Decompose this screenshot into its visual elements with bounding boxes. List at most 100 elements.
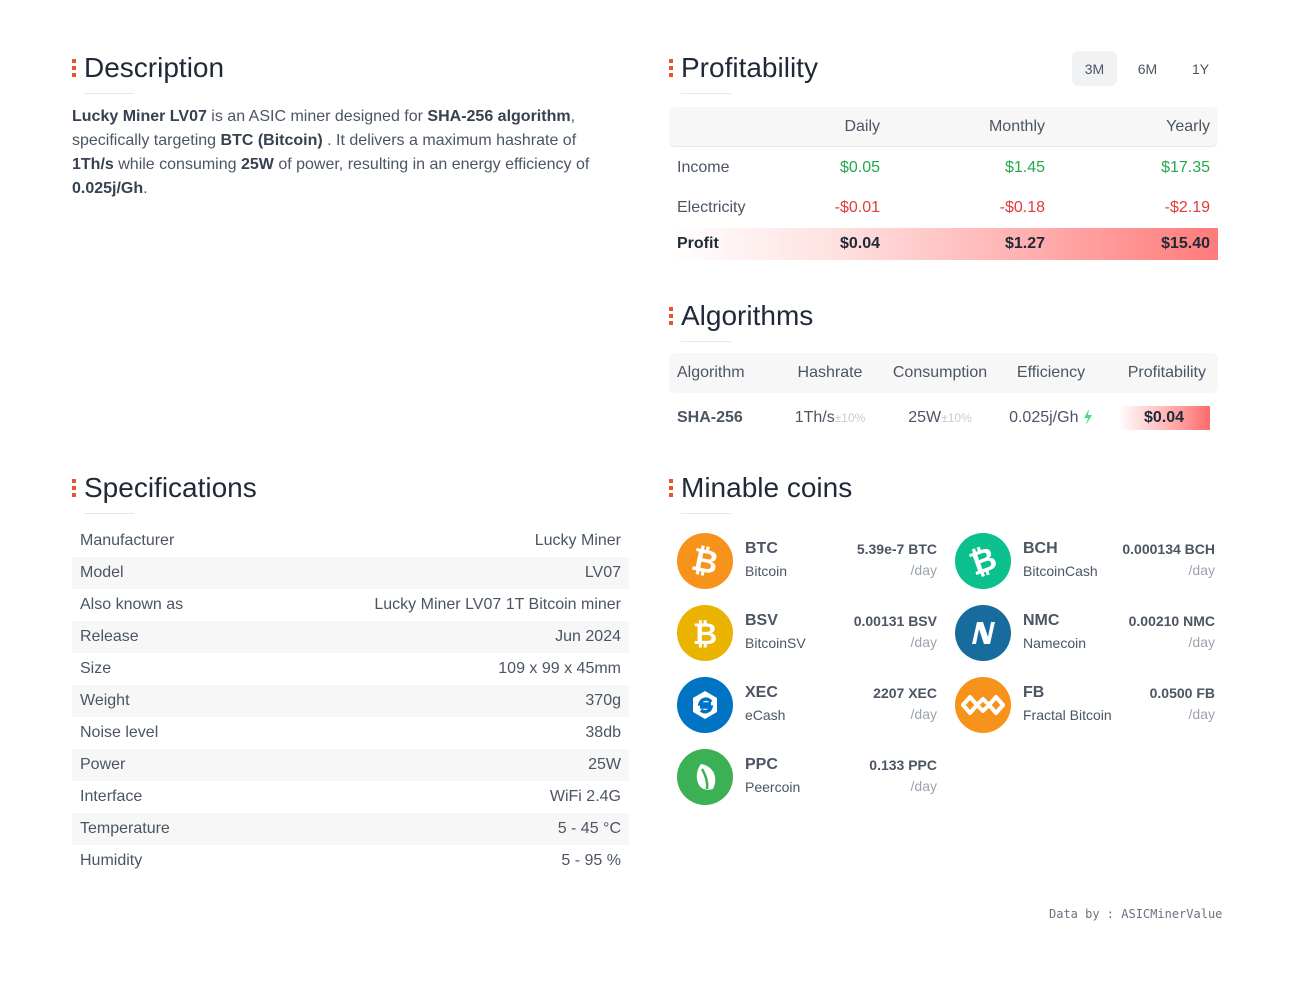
coin-card-bch[interactable]: ₿ BCH BitcoinCash 0.000134 BCH /day [947, 533, 1215, 593]
algorithm-efficiency: 0.025j/Gh [1001, 409, 1101, 427]
coin-symbol: BSV [745, 612, 778, 629]
algorithm-row: SHA-256 1Th/s±10% 25W±10% 0.025j/Gh $0.0… [669, 393, 1218, 443]
hashrate-value: 1Th/s [72, 156, 114, 173]
coin-name: Peercoin [745, 779, 801, 795]
svg-text:₿: ₿ [693, 617, 717, 652]
data-source-credit[interactable]: Data by : ASICMinerValue [1049, 907, 1223, 921]
spec-label: Size [80, 660, 112, 677]
electricity-row: Electricity -$0.01 -$0.18 -$2.19 [669, 188, 1218, 228]
section-marker-icon [669, 59, 673, 77]
spec-value: Lucky Miner [534, 532, 621, 549]
profitability-heading: Profitability [669, 52, 818, 94]
header-monthly: Monthly [988, 117, 1045, 135]
hashrate-tolerance: ±10% [834, 411, 866, 425]
profitability-value: $0.04 [1118, 406, 1210, 430]
coin-amount: 0.0500 FB [1149, 685, 1215, 701]
consumption-value: 25W [908, 409, 942, 426]
header-yearly: Yearly [1166, 117, 1210, 135]
section-marker-icon [669, 307, 673, 325]
coin-amount: 2207 XEC [873, 685, 937, 701]
coin-name: Bitcoin [745, 563, 788, 579]
coin-per-day: /day [1188, 634, 1215, 650]
spec-label: Interface [80, 788, 143, 805]
header-hashrate: Hashrate [797, 364, 863, 381]
period-1y-button[interactable]: 1Y [1191, 60, 1210, 77]
model-name: Lucky Miner LV07 [72, 108, 207, 125]
coin-card-bsv[interactable]: ₿ BSV BitcoinSV 0.00131 BSV /day [669, 605, 937, 665]
spec-value: WiFi 2.4G [549, 788, 621, 805]
algorithm-name[interactable]: SHA-256 [677, 409, 743, 426]
spec-label: Release [80, 628, 139, 645]
spec-label: Manufacturer [80, 532, 175, 549]
coin-symbol: BTC [745, 540, 778, 557]
spec-row: Size 109 x 99 x 45mm [72, 653, 629, 685]
income-label: Income [677, 158, 730, 176]
bitcoincash-icon: ₿ [955, 533, 1011, 589]
income-daily: $0.05 [839, 158, 880, 176]
coin-card-nmc[interactable]: NMC Namecoin 0.00210 NMC /day [947, 605, 1215, 665]
consumption-tolerance: ±10% [941, 411, 972, 425]
power-value: 25W [240, 156, 274, 173]
coin-card-fb[interactable]: FB Fractal Bitcoin 0.0500 FB /day [947, 677, 1215, 737]
period-3m-button[interactable]: 3M [1072, 51, 1117, 86]
income-monthly: $1.45 [1004, 158, 1045, 176]
desc-fragment: . It delivers a maximum hashrate of [322, 132, 577, 149]
algorithm-name: SHA-256 algorithm [427, 108, 571, 125]
spec-row: Model LV07 [72, 557, 629, 589]
coin-name: Fractal Bitcoin [1023, 707, 1112, 723]
spec-label: Weight [80, 692, 130, 709]
coin-name: BitcoinCash [1023, 563, 1098, 579]
spec-value: 109 x 99 x 45mm [498, 660, 621, 677]
spec-label: Also known as [80, 596, 184, 613]
specifications-heading: Specifications [72, 472, 257, 514]
income-yearly: $17.35 [1161, 158, 1210, 176]
algorithms-header-row: Algorithm Hashrate Consumption Efficienc… [669, 353, 1218, 393]
coin-symbol: BCH [1023, 540, 1058, 557]
spec-row: Power 25W [72, 749, 629, 781]
spec-row: Release Jun 2024 [72, 621, 629, 653]
namecoin-icon [955, 605, 1011, 661]
coin-per-day: /day [910, 706, 937, 722]
spec-row: Noise level 38db [72, 717, 629, 749]
spec-value: 370g [585, 692, 621, 709]
spec-row: Also known as Lucky Miner LV07 1T Bitcoin… [72, 589, 629, 621]
coin-amount: 0.133 PPC [869, 757, 937, 773]
ecash-icon [677, 677, 733, 733]
bitcoin-icon: ₿ [677, 533, 733, 589]
spec-label: Model [80, 564, 124, 581]
coin-card-ppc[interactable]: PPC Peercoin 0.133 PPC /day [669, 749, 937, 809]
section-marker-icon [72, 479, 76, 497]
spec-value: 5 - 95 % [561, 852, 621, 869]
spec-row: Weight 370g [72, 685, 629, 717]
electricity-monthly: -$0.18 [999, 199, 1045, 216]
header-profitability: Profitability [1127, 364, 1206, 381]
spec-row: Temperature 5 - 45 °C [72, 813, 629, 845]
spec-label: Humidity [80, 852, 143, 869]
description-heading: Description [72, 52, 224, 94]
coin-amount: 5.39e-7 BTC [856, 541, 937, 557]
algorithm-consumption: 25W±10% [879, 409, 1001, 427]
coin-name: BTC (Bitcoin) [220, 132, 323, 149]
coin-per-day: /day [910, 778, 937, 794]
coin-card-btc[interactable]: ₿ BTC Bitcoin 5.39e-7 BTC /day [669, 533, 937, 593]
lightning-icon [1083, 409, 1092, 425]
peercoin-icon [677, 749, 733, 805]
period-selector: 3M 6M 1Y [1072, 51, 1223, 86]
income-row: Income $0.05 $1.45 $17.35 [669, 147, 1218, 188]
coin-symbol: NMC [1023, 612, 1060, 629]
electricity-label: Electricity [677, 199, 746, 216]
coin-per-day: /day [1188, 562, 1215, 578]
coin-name: eCash [745, 707, 786, 723]
header-efficiency: Efficiency [1016, 364, 1086, 381]
algorithms-title: Algorithms [681, 300, 814, 331]
coin-card-xec[interactable]: XEC eCash 2207 XEC /day [669, 677, 937, 737]
desc-fragment: while consuming [113, 156, 241, 173]
fractal-bitcoin-icon [955, 677, 1011, 733]
coin-amount: 0.00210 NMC [1128, 613, 1215, 629]
section-marker-icon [72, 59, 76, 77]
spec-value: 38db [585, 724, 621, 741]
period-6m-button[interactable]: 6M [1137, 60, 1158, 77]
profit-daily: $0.04 [839, 235, 880, 252]
profit-label: Profit [677, 235, 719, 252]
coin-symbol: PPC [745, 756, 778, 773]
